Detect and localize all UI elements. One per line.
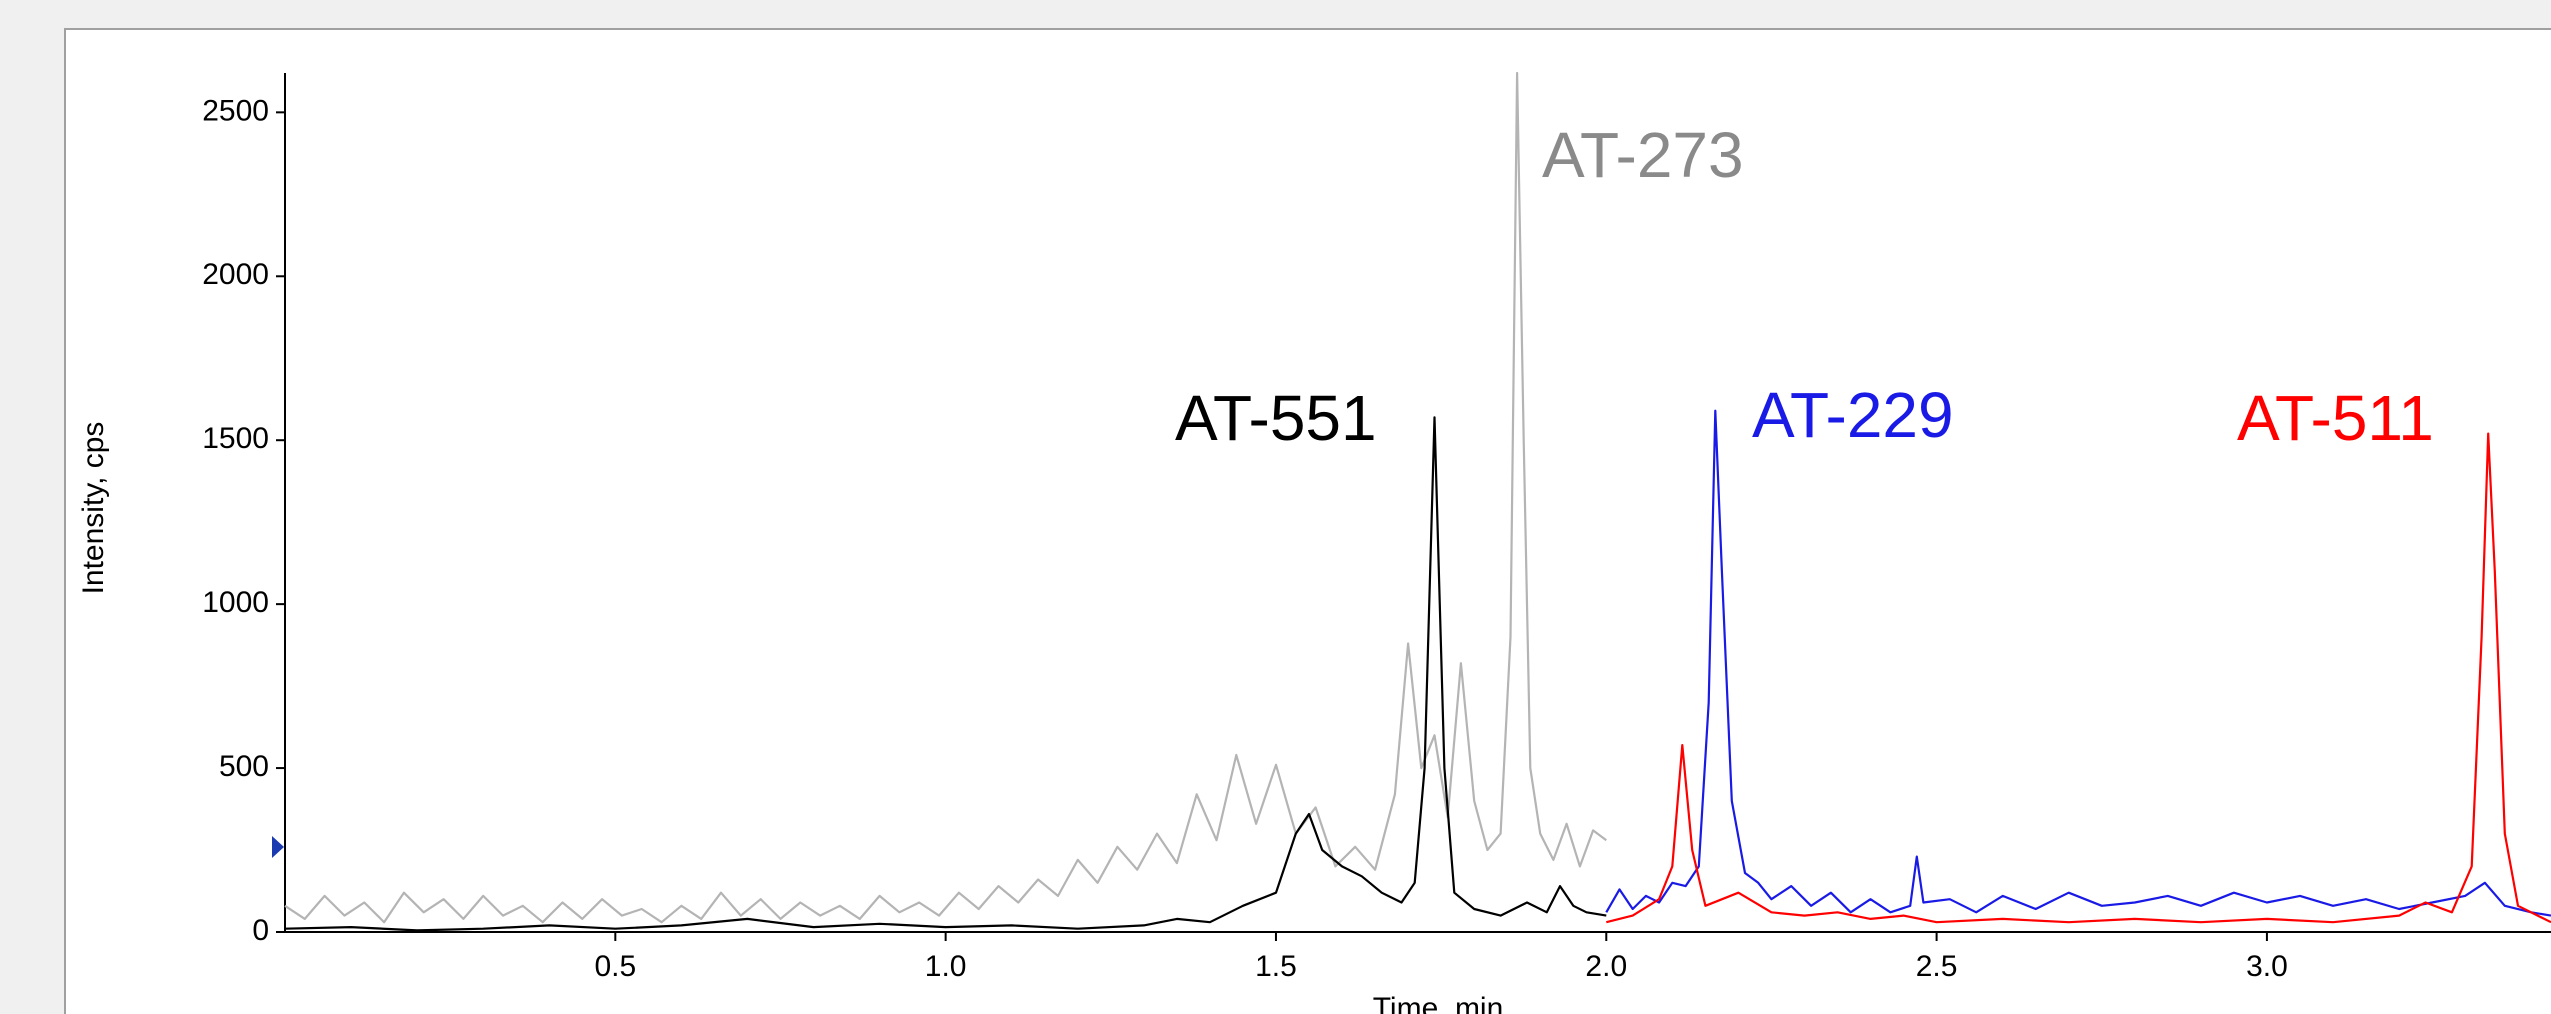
x-axis-title: Time, min (1373, 992, 1504, 1014)
x-tick-label: 2.0 (1585, 950, 1627, 983)
peak-label: AT-273 (1542, 119, 1744, 191)
x-tick-label: 3.0 (2246, 950, 2288, 983)
y-tick-label: 2000 (202, 258, 269, 291)
peak-label: AT-511 (2237, 382, 2434, 454)
series-line (284, 416, 1607, 932)
x-tick-label: 1.0 (925, 950, 967, 983)
y-tick-label: 1500 (202, 422, 269, 455)
y-tick-label: 1000 (202, 586, 269, 619)
y-tick-label: 0 (252, 914, 269, 947)
y-axis-title: Intensity, cps (77, 422, 110, 595)
y-tick-label: 2500 (202, 94, 269, 127)
series-line (1606, 432, 2551, 924)
peak-label: AT-551 (1175, 382, 1377, 454)
threshold-marker (272, 836, 284, 858)
x-tick-label: 2.5 (1916, 950, 1958, 983)
peak-label: AT-229 (1752, 379, 1954, 451)
series-line (1605, 409, 2551, 917)
x-tick-label: 1.5 (1255, 950, 1297, 983)
y-tick-label: 500 (219, 750, 269, 783)
x-tick-label: 0.5 (594, 950, 636, 983)
series-line (284, 71, 1607, 924)
plot-panel (64, 28, 2551, 1014)
